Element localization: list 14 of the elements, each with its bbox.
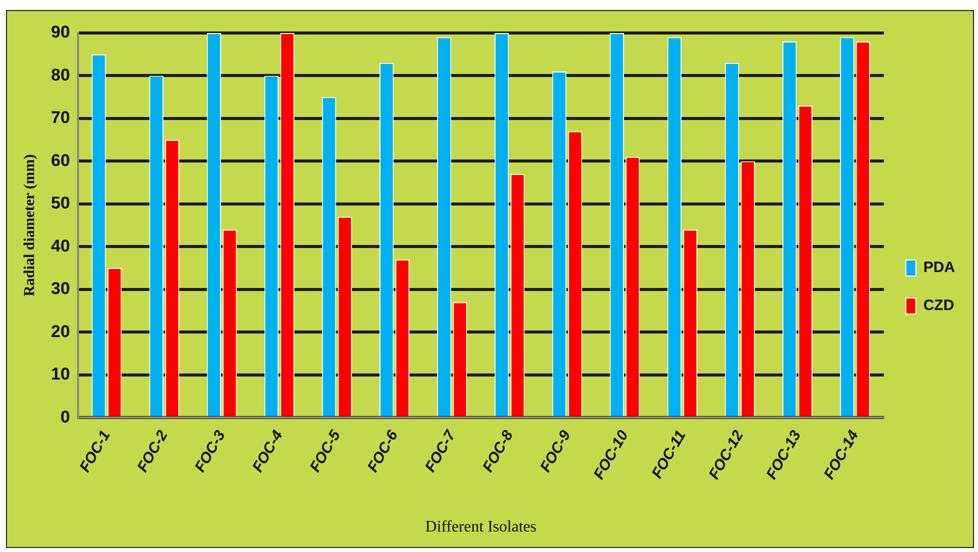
x-axis-title: Different Isolates <box>425 518 536 536</box>
y-tick-label: 50 <box>50 194 70 213</box>
y-tick-label: 30 <box>50 279 70 298</box>
y-tick-label: 10 <box>50 364 70 384</box>
legend-label: CZD <box>923 297 954 314</box>
y-tick-label: 20 <box>50 322 70 341</box>
legend-label: PDA <box>923 259 956 276</box>
y-tick-label: 80 <box>50 65 70 84</box>
y-tick-label: 90 <box>50 22 70 42</box>
y-tick-label: 70 <box>50 108 70 128</box>
y-tick-label: 0 <box>60 407 70 426</box>
y-tick-label: 60 <box>50 150 70 170</box>
y-tick-label: 40 <box>50 236 70 256</box>
y-axis-title: Radial diameter (mm) <box>22 154 38 296</box>
